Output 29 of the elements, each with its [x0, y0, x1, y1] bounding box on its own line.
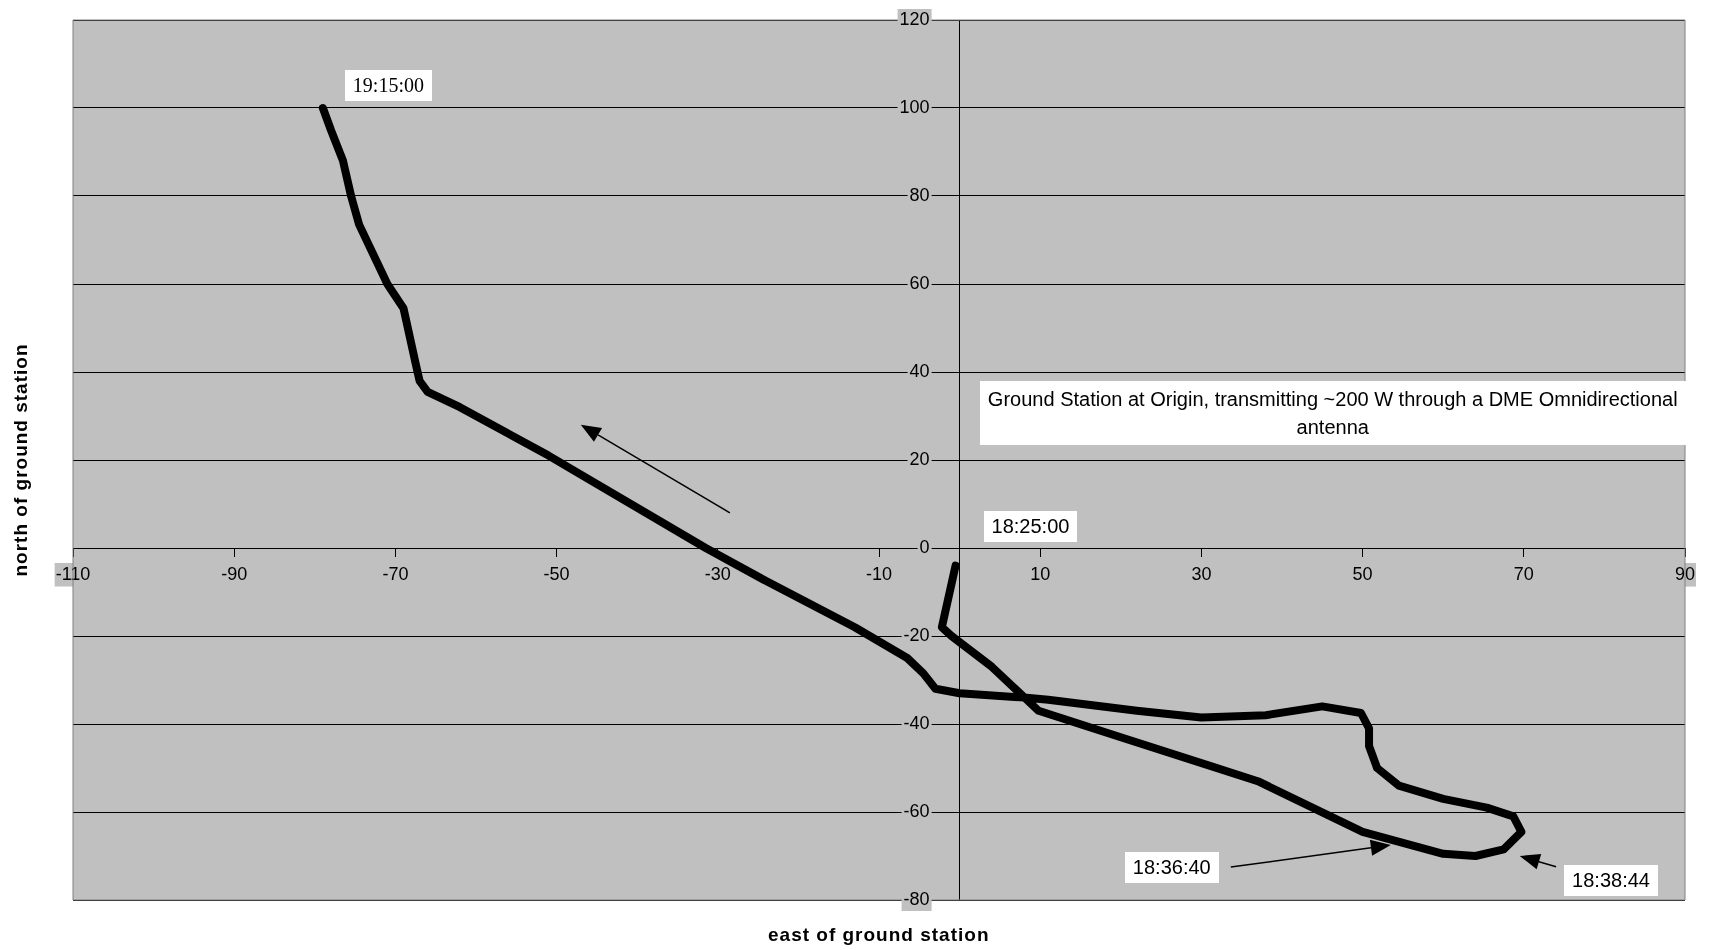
x-tick-label: 30	[1191, 563, 1212, 584]
y-tick-label: 120	[899, 8, 930, 29]
x-tick-label: 90	[1674, 563, 1696, 584]
y-axis-title: north of ground station	[9, 343, 32, 577]
annotation: 18:36:40	[1124, 851, 1219, 883]
x-tick-label: -50	[543, 563, 570, 584]
x-tick-label: 50	[1352, 563, 1373, 584]
y-tick-label: -40	[903, 712, 930, 733]
x-tick-label: 10	[1030, 563, 1051, 584]
y-tick-label: 100	[899, 96, 930, 117]
y-tick-label: -80	[903, 888, 930, 909]
y-tick-label: -20	[903, 624, 930, 645]
x-tick-label: 70	[1513, 563, 1534, 584]
x-tick-label: -70	[382, 563, 409, 584]
annotation: 18:38:44	[1564, 864, 1658, 896]
annotation: Ground Station at Origin, transmitting ~200 W through a DME Omnidirectional antenna	[979, 380, 1686, 445]
y-tick-label: -60	[903, 800, 930, 821]
annotation: 19:15:00	[344, 70, 432, 101]
annotation: 18:25:00	[983, 510, 1078, 542]
x-tick-label: -10	[865, 563, 893, 584]
x-axis-title: east of ground station	[768, 924, 990, 946]
x-tick-label: -110	[55, 563, 91, 584]
y-tick-label: 60	[909, 272, 930, 293]
x-tick-label: -90	[221, 563, 248, 584]
y-tick-label: 20	[909, 448, 930, 469]
y-tick-label: 0	[919, 536, 930, 557]
y-tick-label: 80	[909, 184, 930, 205]
y-tick-label: 40	[909, 360, 930, 381]
x-tick-label: -30	[704, 563, 731, 584]
